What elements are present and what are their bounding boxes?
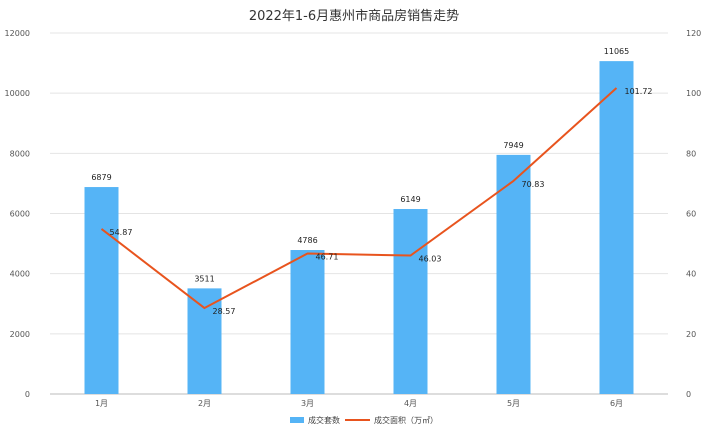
- line-value-label: 46.71: [316, 252, 339, 261]
- y-left-tick-label: 12000: [5, 29, 30, 38]
- x-tick-label: 5月: [507, 399, 520, 408]
- chart-title: 2022年1-6月惠州市商品房销售走势: [249, 8, 459, 24]
- legend-label-bars: 成交套数: [308, 415, 340, 425]
- y-right-tick-label: 60: [686, 210, 696, 219]
- bar-value-label: 4786: [297, 236, 317, 245]
- y-right-tick-label: 120: [686, 29, 701, 38]
- x-tick-label: 4月: [404, 399, 417, 408]
- legend: 成交套数 成交面积（万㎡）: [290, 415, 438, 425]
- y-right-tick-label: 20: [686, 330, 696, 339]
- bar: [187, 288, 222, 394]
- y-left-tick-label: 0: [25, 390, 30, 399]
- y-left-tick-label: 2000: [10, 330, 30, 339]
- legend-label-line: 成交面积（万㎡）: [374, 415, 438, 425]
- x-tick-label: 3月: [301, 399, 314, 408]
- bar-value-label: 6149: [400, 195, 420, 204]
- y-right-tick-label: 40: [686, 270, 696, 279]
- y-left-tick-label: 8000: [10, 149, 30, 158]
- bar: [290, 250, 325, 394]
- bar: [84, 187, 119, 394]
- bar: [393, 209, 428, 394]
- y-right-tick-label: 100: [686, 89, 701, 98]
- x-tick-label: 2月: [198, 399, 211, 408]
- y-right-tick-label: 0: [686, 390, 691, 399]
- legend-swatch-bars: [290, 417, 304, 423]
- bar-value-label: 7949: [503, 141, 523, 150]
- y-right-tick-label: 80: [686, 149, 696, 158]
- line-value-label: 70.83: [522, 180, 545, 189]
- line-value-label: 28.57: [213, 307, 236, 316]
- bar: [496, 154, 531, 394]
- bar-value-label: 3511: [194, 274, 214, 283]
- bar: [599, 61, 634, 394]
- x-tick-label: 1月: [95, 399, 108, 408]
- y-left-tick-label: 6000: [10, 210, 30, 219]
- x-tick-label: 6月: [610, 399, 623, 408]
- line-value-label: 46.03: [419, 255, 442, 264]
- bar-value-label: 11065: [604, 47, 629, 56]
- line-series: [100, 87, 618, 310]
- line-value-label: 54.87: [110, 228, 133, 237]
- y-left-tick-label: 4000: [10, 270, 30, 279]
- bar-value-label: 6879: [91, 173, 111, 182]
- y-left-tick-label: 10000: [5, 89, 30, 98]
- line-value-label: 101.72: [625, 87, 653, 96]
